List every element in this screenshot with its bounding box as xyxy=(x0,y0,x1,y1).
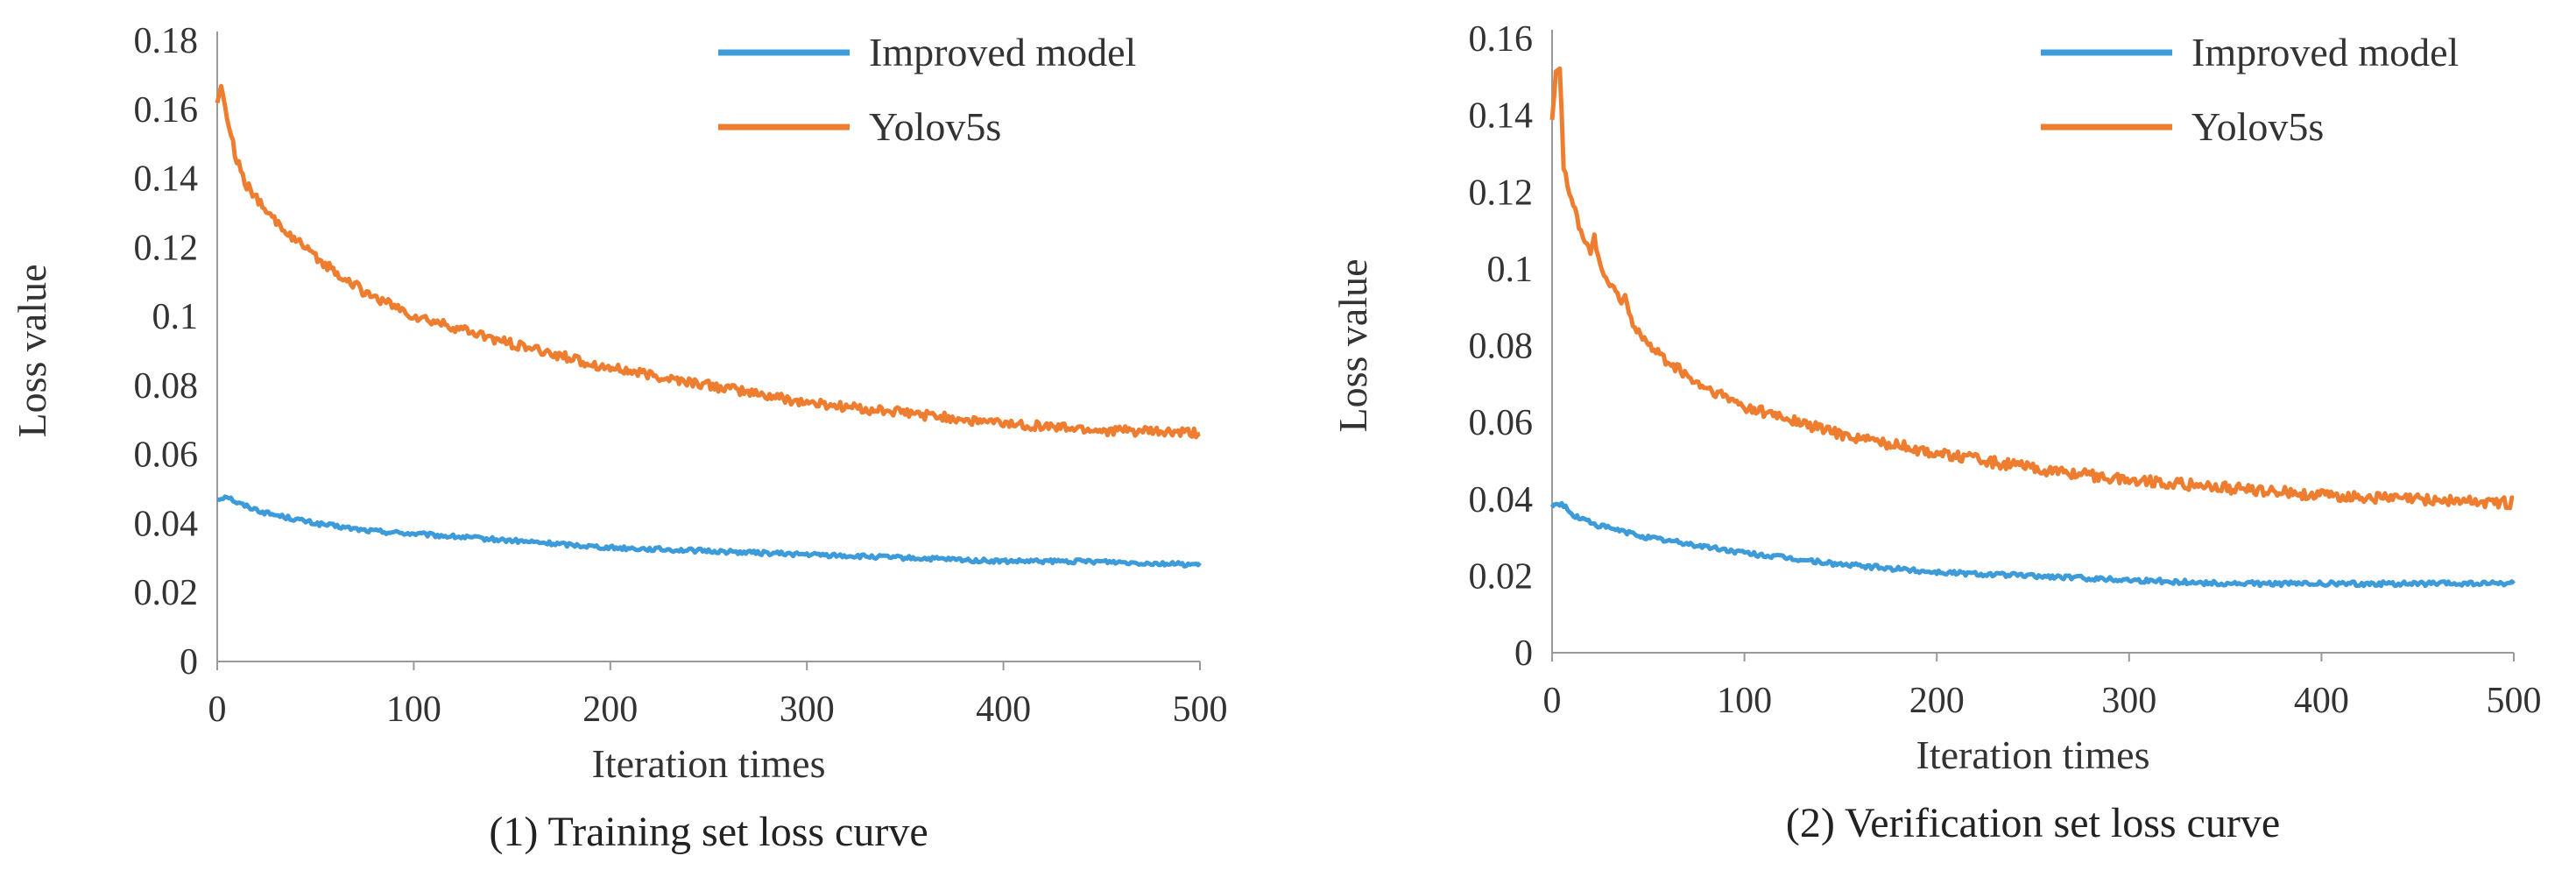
y-tick-label: 0.18 xyxy=(134,21,199,61)
x-tick-label: 200 xyxy=(582,690,638,730)
x-tick-label: 400 xyxy=(2294,681,2349,721)
y-tick-label: 0.1 xyxy=(1487,250,1534,290)
training-loss-panel: 0 0.02 0.04 0.06 0.08 0.1 0.12 0.14 0.16 0.18 0 100… xyxy=(10,21,1228,855)
y-tick-label: 0.04 xyxy=(1469,480,1534,520)
y-tick-label: 0 xyxy=(1514,633,1533,674)
series-line-yolov5s xyxy=(1549,66,2515,511)
legend-label: Improved model xyxy=(2191,30,2459,74)
y-tick-label: 0.04 xyxy=(134,504,199,544)
x-tick-label: 200 xyxy=(1909,681,1965,721)
x-tick-label: 500 xyxy=(1173,690,1228,730)
x-tick-label: 300 xyxy=(780,690,835,730)
y-axis-title: Loss value xyxy=(1330,258,1375,432)
training-loss-chart: 0 0.02 0.04 0.06 0.08 0.1 0.12 0.14 0.16 0.18 0 100… xyxy=(10,21,1228,855)
legend-label: Yolov5s xyxy=(2191,104,2324,149)
x-axis-title: Iteration times xyxy=(1916,732,2150,777)
y-tick-label: 0 xyxy=(180,642,198,683)
legend-label: Yolov5s xyxy=(869,104,1001,149)
y-tick-label: 0.12 xyxy=(1469,173,1534,213)
y-tick-label: 0.1 xyxy=(152,297,199,337)
y-tick-label: 0.06 xyxy=(1469,403,1534,443)
verification-loss-panel: 0 0.02 0.04 0.06 0.08 0.1 0.12 0.14 0.16 0 100 200 3… xyxy=(1288,0,2576,870)
y-tick-label: 0.08 xyxy=(1469,327,1534,367)
x-tick-label: 0 xyxy=(208,690,227,730)
y-tick-label: 0.16 xyxy=(1469,19,1534,60)
chart-caption: (2) Verification set loss curve xyxy=(1786,800,2280,846)
verification-loss-chart: 0 0.02 0.04 0.06 0.08 0.1 0.12 0.14 0.16 0 100 200 3… xyxy=(1330,19,2542,846)
x-tick-label: 300 xyxy=(2101,681,2156,721)
y-tick-label: 0.12 xyxy=(134,228,199,268)
y-tick-label: 0.06 xyxy=(134,435,199,476)
y-tick-label: 0.02 xyxy=(134,573,199,613)
legend-label: Improved model xyxy=(869,30,1136,74)
y-tick-label: 0.14 xyxy=(134,159,199,200)
y-tick-label: 0.02 xyxy=(1469,556,1534,597)
y-tick-label: 0.14 xyxy=(1469,96,1534,137)
series-line-improved-model xyxy=(216,494,1202,569)
chart-caption: (1) Training set loss curve xyxy=(489,809,928,855)
x-tick-label: 100 xyxy=(1717,681,1772,721)
series-line-yolov5s xyxy=(215,83,1201,440)
y-axis-title: Loss value xyxy=(10,264,54,437)
series-line-improved-model xyxy=(1549,500,2516,589)
x-tick-label: 400 xyxy=(976,690,1031,730)
y-tick-label: 0.16 xyxy=(134,90,199,131)
x-tick-label: 100 xyxy=(386,690,441,730)
x-axis-title: Iteration times xyxy=(592,741,826,786)
x-tick-label: 0 xyxy=(1543,681,1562,721)
y-tick-label: 0.08 xyxy=(134,366,199,407)
x-tick-label: 500 xyxy=(2487,681,2542,721)
